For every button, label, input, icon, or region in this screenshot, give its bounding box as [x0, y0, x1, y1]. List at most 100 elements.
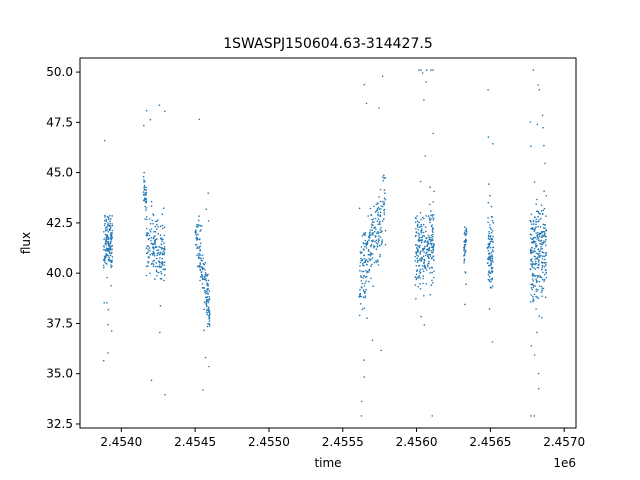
data-point — [208, 299, 211, 301]
data-point — [378, 208, 381, 210]
data-point — [492, 235, 494, 238]
data-point — [530, 259, 532, 262]
data-point — [534, 255, 536, 258]
data-point — [531, 283, 534, 285]
data-point — [465, 230, 468, 232]
data-point — [205, 303, 208, 306]
data-point — [107, 308, 110, 311]
data-point — [369, 255, 372, 257]
data-point — [542, 255, 544, 257]
data-point — [488, 183, 490, 185]
data-point — [424, 266, 426, 269]
data-point — [204, 290, 206, 292]
data-point — [486, 258, 489, 260]
data-point — [379, 255, 381, 258]
data-point — [383, 197, 386, 199]
data-point — [208, 295, 210, 298]
data-point — [369, 234, 371, 236]
data-point — [532, 273, 535, 276]
data-point — [363, 83, 366, 86]
data-point — [195, 233, 197, 235]
y-tick-label: 50.0 — [46, 65, 73, 79]
data-point — [163, 242, 165, 244]
data-point — [105, 262, 107, 265]
data-point — [150, 242, 153, 245]
data-point — [419, 270, 421, 273]
data-point — [426, 254, 429, 256]
data-point — [108, 251, 111, 253]
data-point — [545, 269, 547, 271]
data-point — [111, 229, 114, 232]
data-point — [106, 248, 108, 251]
data-point — [109, 225, 112, 227]
data-point — [543, 255, 546, 258]
data-point — [540, 317, 543, 319]
data-point — [423, 241, 426, 243]
data-point — [487, 274, 490, 276]
data-point — [111, 248, 113, 250]
data-point — [420, 237, 422, 239]
data-point — [161, 252, 164, 255]
data-point — [208, 317, 211, 320]
data-point — [161, 257, 164, 260]
data-point — [490, 251, 493, 254]
data-point — [423, 295, 425, 297]
data-point — [428, 242, 430, 245]
data-point — [488, 264, 490, 267]
data-point — [420, 315, 423, 318]
data-point — [373, 221, 375, 223]
data-point — [197, 219, 200, 222]
data-point — [427, 215, 430, 217]
data-point — [150, 379, 153, 382]
data-point — [145, 216, 148, 218]
data-point — [111, 256, 114, 258]
data-point — [535, 220, 537, 223]
data-point — [414, 216, 417, 219]
data-point — [487, 243, 490, 246]
data-point — [368, 253, 371, 256]
data-point — [371, 253, 374, 255]
data-point — [537, 260, 540, 263]
data-point — [207, 307, 210, 310]
data-point — [488, 238, 491, 241]
data-point — [530, 263, 532, 265]
data-point — [375, 242, 378, 244]
x-offset-label: 1e6 — [553, 456, 576, 470]
data-point — [380, 243, 383, 245]
data-point — [160, 273, 163, 275]
data-point — [164, 393, 166, 396]
data-point — [419, 272, 421, 274]
data-point — [425, 269, 428, 271]
data-point — [148, 247, 151, 249]
data-point — [431, 279, 433, 282]
data-point — [364, 276, 367, 279]
data-point — [536, 281, 538, 284]
data-point — [432, 228, 434, 230]
data-point — [429, 221, 431, 224]
data-point — [424, 226, 427, 228]
data-point — [155, 220, 158, 223]
data-point — [364, 295, 367, 298]
data-point — [145, 189, 148, 191]
data-point — [382, 203, 385, 205]
data-point — [196, 224, 199, 226]
data-point — [538, 259, 540, 262]
data-point — [143, 186, 146, 189]
data-point — [363, 285, 366, 287]
data-point — [382, 200, 384, 203]
data-point — [109, 254, 112, 257]
data-point — [102, 359, 105, 362]
data-point — [154, 230, 157, 233]
data-point — [105, 240, 108, 242]
data-point — [364, 261, 367, 264]
data-point — [419, 180, 422, 183]
data-point — [383, 213, 386, 216]
data-point — [538, 88, 541, 91]
data-point — [201, 287, 204, 289]
data-point — [142, 175, 145, 178]
data-point — [427, 248, 429, 250]
data-point — [535, 257, 538, 260]
data-point — [433, 217, 435, 220]
data-point — [144, 205, 146, 208]
data-point — [163, 246, 166, 248]
